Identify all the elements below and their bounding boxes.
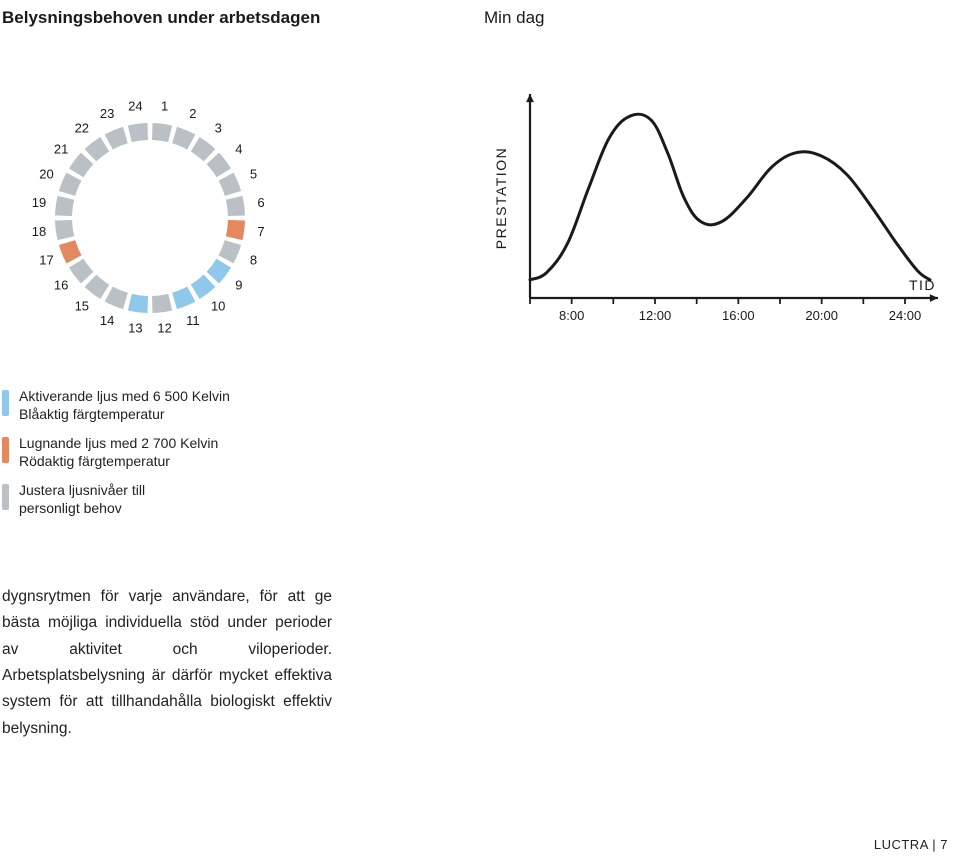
clock-segment-8: [219, 240, 242, 263]
clock-hour-label-14: 14: [100, 313, 114, 328]
legend: Aktiverande ljus med 6 500 KelvinBlåakti…: [0, 388, 960, 517]
legend-text: Justera ljusnivåer tillpersonligt behov: [19, 482, 145, 517]
legend-swatch: [2, 437, 9, 463]
clock-segment-12: [152, 294, 172, 313]
clock-hour-label-7: 7: [257, 224, 264, 239]
clock-segment-21: [69, 153, 93, 178]
clock-segment-2: [172, 127, 195, 150]
clock-hour-label-8: 8: [250, 252, 257, 267]
chart-x-tick-label: 8:00: [559, 308, 584, 323]
clock-segment-1: [152, 123, 172, 142]
title-right: Min dag: [480, 8, 544, 28]
clock-hour-label-17: 17: [39, 252, 53, 267]
chart-x-axis: [530, 294, 938, 302]
clock-segment-19: [55, 196, 74, 216]
clock-segment-5: [219, 173, 242, 196]
clock-segment-18: [55, 220, 74, 240]
chart-y-axis: [526, 94, 534, 298]
legend-item-2: Justera ljusnivåer tillpersonligt behov: [2, 482, 960, 517]
clock-segment-15: [85, 275, 110, 299]
legend-item-1: Lugnande ljus med 2 700 KelvinRödaktig f…: [2, 435, 960, 470]
footer-brand: LUCTRA: [874, 837, 928, 852]
clock-hour-label-10: 10: [211, 298, 225, 313]
title-left: Belysningsbehoven under arbetsdagen: [0, 8, 480, 28]
chart-x-tick-label: 12:00: [639, 308, 672, 323]
legend-swatch: [2, 484, 9, 510]
clock-hour-label-16: 16: [54, 278, 68, 293]
clock-diagram: 123456789101112131415161718192021222324: [0, 88, 480, 348]
legend-item-0: Aktiverande ljus med 6 500 KelvinBlåakti…: [2, 388, 960, 423]
clock-hour-label-12: 12: [157, 320, 171, 335]
clock-hour-label-6: 6: [257, 195, 264, 210]
clock-segment-6: [226, 196, 245, 216]
clock-segment-10: [191, 275, 216, 299]
clock-hour-label-20: 20: [39, 167, 53, 182]
clock-hour-label-1: 1: [161, 98, 168, 113]
chart-y-label: PRESTATION: [493, 147, 509, 249]
clock-hour-label-4: 4: [235, 141, 242, 156]
clock-hour-label-11: 11: [186, 313, 200, 328]
chart-x-tick-label: 20:00: [805, 308, 838, 323]
clock-segment-23: [105, 127, 128, 150]
legend-text: Lugnande ljus med 2 700 KelvinRödaktig f…: [19, 435, 218, 470]
clock-hour-label-5: 5: [250, 167, 257, 182]
legend-swatch: [2, 390, 9, 416]
chart-curve: [530, 114, 930, 280]
legend-text: Aktiverande ljus med 6 500 KelvinBlåakti…: [19, 388, 230, 423]
clock-hour-label-21: 21: [54, 141, 68, 156]
clock-hour-label-18: 18: [32, 224, 46, 239]
clock-segment-22: [85, 137, 110, 161]
performance-chart: 8:00 12:00 16:00 20:00 24:00 PRESTATION TID: [480, 88, 960, 348]
chart-x-tick-label: 24:00: [889, 308, 922, 323]
clock-segment-11: [172, 287, 195, 310]
footer-page: 7: [940, 837, 948, 852]
clock-segment-16: [69, 259, 93, 284]
clock-hour-label-13: 13: [128, 320, 142, 335]
clock-segment-24: [128, 123, 148, 142]
clock-segment-9: [207, 259, 231, 284]
clock-hour-label-3: 3: [215, 121, 222, 136]
body-paragraph: dygnsrytmen för varje användare, för att…: [2, 584, 332, 742]
clock-segment-13: [128, 294, 148, 313]
clock-segment-4: [207, 153, 231, 178]
clock-segment-20: [59, 173, 82, 196]
page-footer: LUCTRA | 7: [874, 837, 948, 852]
clock-segment-14: [105, 287, 128, 310]
clock-segment-17: [59, 240, 82, 263]
clock-hour-label-15: 15: [75, 298, 89, 313]
clock-hour-label-2: 2: [189, 106, 196, 121]
clock-hour-label-9: 9: [235, 278, 242, 293]
clock-hour-label-19: 19: [32, 195, 46, 210]
footer-sep: |: [928, 837, 940, 852]
clock-hour-label-23: 23: [100, 106, 114, 121]
clock-hour-label-22: 22: [75, 121, 89, 136]
clock-segment-7: [226, 220, 245, 240]
clock-segment-3: [191, 137, 216, 161]
chart-x-tick-label: 16:00: [722, 308, 755, 323]
chart-x-label: TID: [909, 277, 936, 293]
clock-hour-label-24: 24: [128, 98, 142, 113]
